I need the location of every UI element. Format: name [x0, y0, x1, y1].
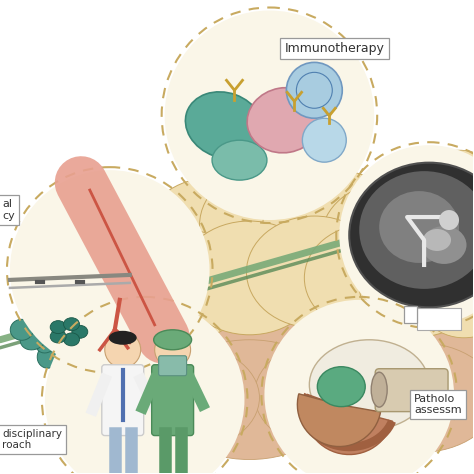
FancyBboxPatch shape: [159, 356, 187, 376]
Text: Patholo
assessm: Patholo assessm: [414, 394, 462, 415]
FancyBboxPatch shape: [417, 308, 461, 330]
FancyBboxPatch shape: [152, 365, 193, 436]
Ellipse shape: [64, 318, 80, 331]
Ellipse shape: [154, 330, 191, 350]
Ellipse shape: [82, 337, 108, 363]
Ellipse shape: [72, 325, 88, 338]
Ellipse shape: [117, 230, 253, 340]
Circle shape: [439, 210, 459, 230]
Ellipse shape: [84, 299, 106, 320]
Ellipse shape: [100, 343, 259, 453]
Ellipse shape: [371, 372, 387, 407]
Ellipse shape: [359, 171, 474, 289]
Ellipse shape: [205, 300, 374, 419]
Circle shape: [155, 332, 191, 368]
Ellipse shape: [290, 305, 449, 425]
Ellipse shape: [77, 313, 99, 334]
Ellipse shape: [374, 198, 474, 306]
Ellipse shape: [421, 226, 466, 264]
Ellipse shape: [180, 221, 319, 335]
Ellipse shape: [66, 296, 89, 322]
Text: al
cy: al cy: [2, 199, 15, 221]
Ellipse shape: [39, 291, 58, 316]
Ellipse shape: [349, 163, 474, 307]
Ellipse shape: [185, 92, 264, 159]
Ellipse shape: [246, 216, 382, 328]
Ellipse shape: [110, 305, 290, 435]
Ellipse shape: [36, 330, 58, 353]
Text: disciplinary
roach: disciplinary roach: [2, 429, 62, 450]
Ellipse shape: [263, 170, 406, 286]
Ellipse shape: [317, 367, 365, 407]
Ellipse shape: [10, 319, 33, 340]
Ellipse shape: [310, 340, 429, 429]
Ellipse shape: [64, 333, 84, 358]
Ellipse shape: [30, 303, 52, 325]
Ellipse shape: [160, 340, 339, 459]
Circle shape: [339, 145, 474, 325]
FancyArrowPatch shape: [81, 182, 164, 337]
Ellipse shape: [212, 140, 267, 180]
Ellipse shape: [50, 320, 66, 334]
Circle shape: [164, 10, 374, 220]
Ellipse shape: [50, 330, 66, 343]
Circle shape: [264, 300, 454, 474]
Ellipse shape: [379, 191, 459, 263]
Ellipse shape: [321, 182, 457, 294]
Wedge shape: [297, 394, 381, 447]
Ellipse shape: [411, 150, 474, 240]
Ellipse shape: [143, 177, 286, 293]
Ellipse shape: [28, 311, 55, 335]
Ellipse shape: [414, 242, 474, 338]
Ellipse shape: [84, 328, 109, 349]
Ellipse shape: [37, 345, 60, 368]
Ellipse shape: [304, 224, 434, 332]
Ellipse shape: [255, 337, 424, 453]
Ellipse shape: [247, 88, 322, 153]
Ellipse shape: [200, 165, 349, 285]
Ellipse shape: [55, 301, 74, 326]
FancyBboxPatch shape: [102, 365, 144, 436]
Text: Immunotherapy: Immunotherapy: [284, 42, 384, 55]
Circle shape: [10, 170, 210, 370]
Ellipse shape: [359, 233, 474, 337]
Ellipse shape: [341, 343, 474, 453]
FancyBboxPatch shape: [375, 369, 448, 411]
Ellipse shape: [404, 190, 474, 290]
Ellipse shape: [80, 195, 229, 315]
Ellipse shape: [364, 312, 474, 428]
Ellipse shape: [109, 331, 137, 345]
Ellipse shape: [55, 341, 75, 365]
Ellipse shape: [423, 229, 451, 251]
Ellipse shape: [20, 327, 46, 350]
Wedge shape: [304, 394, 392, 455]
Ellipse shape: [76, 319, 104, 340]
Circle shape: [45, 300, 245, 474]
Ellipse shape: [64, 333, 80, 346]
Circle shape: [286, 63, 342, 118]
Circle shape: [105, 332, 141, 368]
Circle shape: [302, 118, 346, 162]
